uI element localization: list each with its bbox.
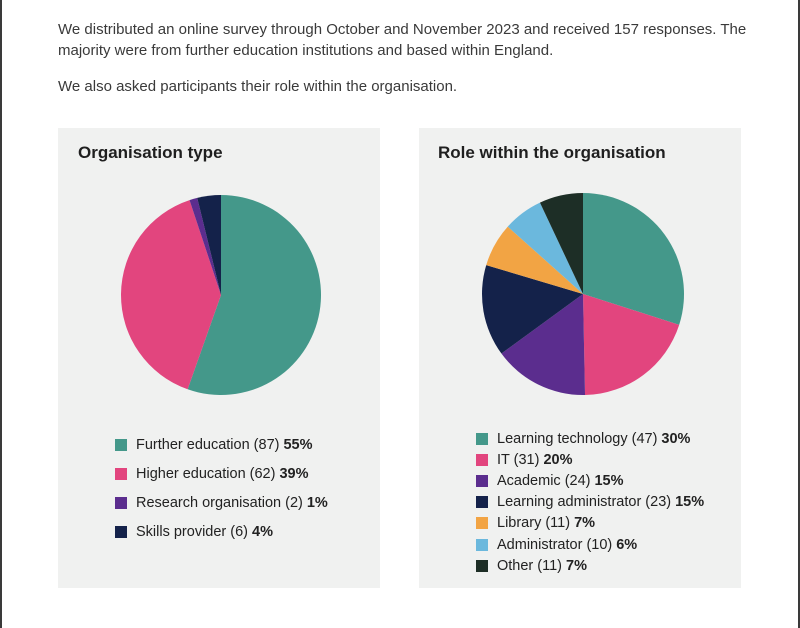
legend-item-administrator: Administrator (10) 6% <box>476 534 704 555</box>
legend-swatch <box>476 496 488 509</box>
pie-slice-library <box>486 226 583 294</box>
pie-slice-academic <box>501 294 586 395</box>
intro-paragraph-1: We distributed an online survey through … <box>58 21 747 59</box>
legend-item-further-education: Further education (87) 55% <box>115 430 328 459</box>
legend-percent: 30% <box>661 430 691 447</box>
legend-percent: 15% <box>594 472 624 489</box>
legend-label: Library (11) <box>497 515 571 532</box>
intro-paragraph-2: We also asked participants their role wi… <box>58 78 458 95</box>
pie-slice-it <box>583 294 680 395</box>
legend-item-research-organisation: Research organisation (2) 1% <box>115 488 328 517</box>
legend-swatch <box>476 559 488 572</box>
legend-swatch <box>476 538 488 551</box>
legend-item-library: Library (11) 7% <box>476 513 704 534</box>
organisation-type-pie-chart <box>121 195 321 395</box>
legend-swatch <box>115 496 127 509</box>
chart-title: Role within the organisation <box>438 143 666 162</box>
legend-percent: 39% <box>279 465 309 482</box>
legend-label: Other (11) <box>497 557 563 574</box>
legend-percent: 6% <box>616 536 638 553</box>
legend-label: Learning administrator (23) <box>497 494 672 511</box>
legend-item-skills-provider: Skills provider (6) 4% <box>115 517 328 546</box>
legend-swatch <box>476 453 488 466</box>
legend-swatch <box>115 467 127 480</box>
legend-swatch <box>476 517 488 530</box>
organisation-type-legend: Further education (87) 55% Higher educatio… <box>115 430 328 546</box>
legend-item-learning-administrator: Learning administrator (23) 15% <box>476 492 704 513</box>
legend-label: Research organisation (2) <box>136 494 303 511</box>
organisation-type-chart-panel: Organisation type Further education (87)… <box>58 128 380 588</box>
legend-swatch <box>115 525 127 538</box>
pie-slice-administrator <box>507 202 583 294</box>
role-pie-chart <box>482 193 684 395</box>
page-border-right <box>798 0 800 628</box>
pie-slice-other <box>539 193 583 294</box>
legend-percent: 1% <box>306 494 328 511</box>
intro-text: We distributed an online survey through … <box>58 19 748 112</box>
legend-item-learning-technology: Learning technology (47) 30% <box>476 428 704 449</box>
legend-label: Higher education (62) <box>136 465 276 482</box>
legend-label: IT (31) <box>497 451 540 468</box>
legend-percent: 20% <box>543 451 573 468</box>
legend-swatch <box>476 474 488 487</box>
role-legend: Learning technology (47) 30% IT (31) 20% Aca… <box>476 428 704 576</box>
legend-label: Further education (87) <box>136 436 280 453</box>
legend-swatch <box>476 432 488 445</box>
role-chart-panel: Role within the organisation Learning te… <box>419 128 741 588</box>
legend-item-higher-education: Higher education (62) 39% <box>115 459 328 488</box>
pie-slice-further-education <box>187 195 321 395</box>
legend-item-other: Other (11) 7% <box>476 555 704 576</box>
pie-slice-higher-education <box>121 200 221 390</box>
legend-swatch <box>115 438 127 451</box>
legend-percent: 4% <box>252 523 273 540</box>
legend-label: Learning technology (47) <box>497 430 658 447</box>
legend-percent: 15% <box>675 494 705 511</box>
legend-label: Academic (24) <box>497 472 591 489</box>
legend-percent: 7% <box>574 515 596 532</box>
pie-slice-learning-administrator <box>482 265 583 354</box>
legend-item-it: IT (31) 20% <box>476 449 704 470</box>
legend-percent: 55% <box>283 436 313 453</box>
pie-slice-research-organisation <box>189 197 221 295</box>
pie-slice-learning-technology <box>583 193 684 325</box>
chart-title: Organisation type <box>78 143 223 162</box>
legend-label: Administrator (10) <box>497 536 613 553</box>
legend-label: Skills provider (6) <box>136 523 248 540</box>
page-border-left <box>0 0 2 628</box>
legend-percent: 7% <box>566 557 587 574</box>
legend-item-academic: Academic (24) 15% <box>476 470 704 491</box>
pie-slice-skills-provider <box>197 195 221 295</box>
